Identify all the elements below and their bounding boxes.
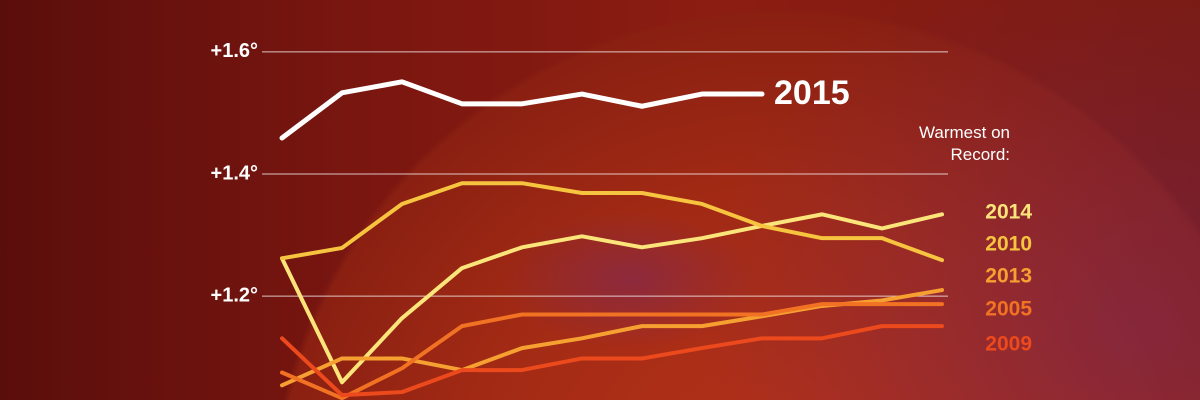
series-label: 2005: [985, 298, 1032, 321]
y-tick-label: +1.6°: [211, 40, 258, 62]
series-line: [280, 324, 944, 398]
series-line: [279, 79, 765, 141]
series-label: 2015: [774, 74, 850, 112]
series-label: 2013: [985, 265, 1032, 288]
series-line: [280, 212, 944, 385]
series-label: 2009: [985, 333, 1032, 356]
y-tick-label: +1.4°: [211, 162, 258, 184]
annotation: Warmest on Record:: [918, 123, 1010, 164]
y-tick-label: +1.2°: [211, 284, 258, 306]
series-label: 2010: [985, 233, 1032, 256]
series-label: 2014: [985, 201, 1032, 224]
series-line: [280, 181, 944, 263]
series-line: [280, 302, 944, 400]
